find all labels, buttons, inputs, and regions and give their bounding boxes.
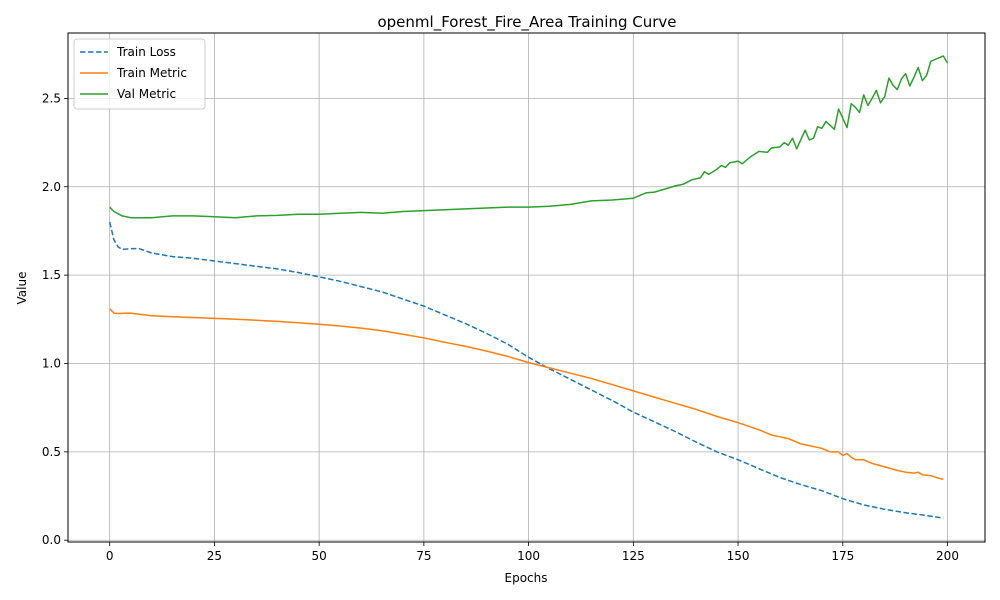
x-tick-label: 125 [622,549,645,563]
x-tick-label: 200 [936,549,959,563]
train-metric-line [109,308,944,481]
y-tick-label: 0.5 [42,445,61,459]
x-axis-label: Epochs [505,571,548,585]
y-tick-label: 1.0 [42,356,61,370]
legend-label-train-metric: Train Metric [116,66,187,80]
x-tick-label: 0 [106,549,114,563]
train-loss-line [108,221,944,519]
y-tick-label: 2.0 [42,180,61,194]
series-layer [108,55,949,519]
val-metric-line [109,55,949,219]
plot-area-frame [67,32,986,543]
chart-title: openml_Forest_Fire_Area Training Curve [377,13,676,32]
y-tick-label: 0.0 [42,533,61,547]
y-tick-label: 2.5 [42,91,61,105]
y-tick-label: 1.5 [42,268,61,282]
x-tick-label: 75 [416,549,431,563]
x-tick-label: 100 [517,549,540,563]
x-tick-label: 150 [727,549,750,563]
x-tick-label: 50 [311,549,326,563]
x-tick-label: 25 [207,549,222,563]
legend-label-train-loss: Train Loss [116,45,176,59]
x-axis-ticks: 0 25 50 75 100 125 150 175 200 [106,542,959,563]
x-tick-label: 175 [831,549,854,563]
y-axis-label: Value [15,272,29,305]
legend-label-val-metric: Val Metric [117,87,176,101]
legend: Train Loss Train Metric Val Metric [73,38,206,110]
legend-box [73,38,206,110]
y-axis-ticks: 0.0 0.5 1.0 1.5 2.0 2.5 [42,91,68,547]
